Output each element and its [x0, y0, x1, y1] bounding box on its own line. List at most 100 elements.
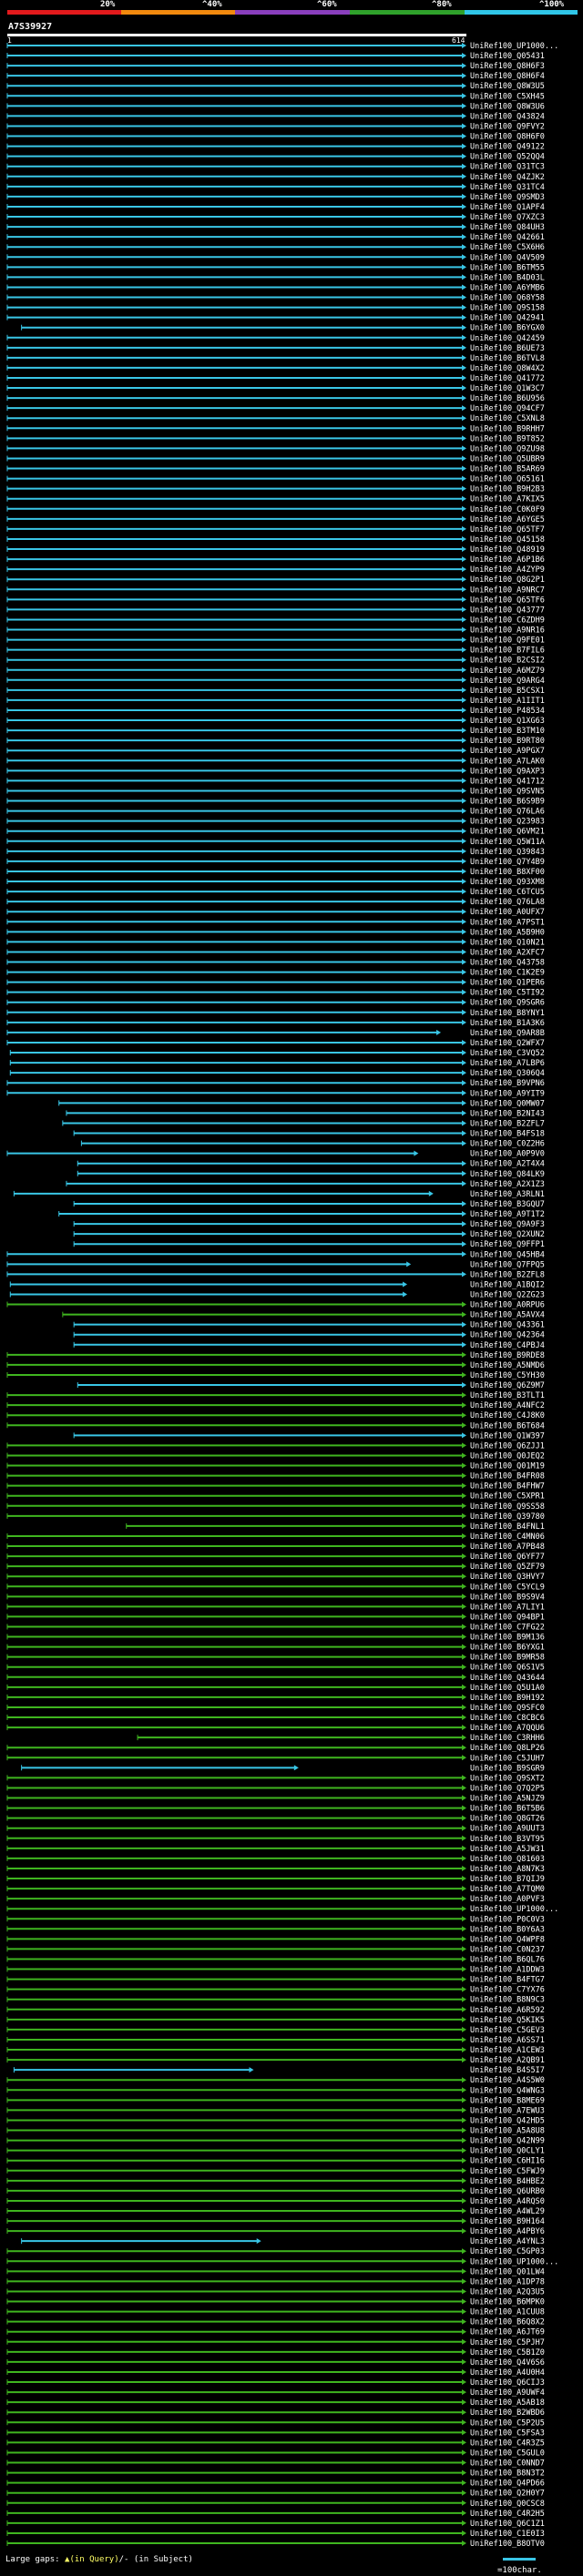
hit-label[interactable]: UniRef100_B4FR08 [470, 1472, 545, 1481]
hit-row[interactable]: UniRef100_C4MN06 [6, 1532, 545, 1542]
hit-label[interactable]: UniRef100_Q42364 [470, 1331, 545, 1340]
hit-label[interactable]: UniRef100_A5AB18 [470, 2398, 545, 2408]
hit-row[interactable]: UniRef100_C8CBC6 [6, 1714, 545, 1723]
hit-row[interactable]: UniRef100_A0RPU6 [6, 1301, 545, 1310]
hit-label[interactable]: UniRef100_C0N237 [470, 1945, 545, 1954]
hit-row[interactable]: UniRef100_Q45HB4 [6, 1250, 545, 1259]
hit-label[interactable]: UniRef100_B8XF00 [470, 868, 545, 877]
hit-label[interactable]: UniRef100_B6U956 [470, 394, 545, 403]
hit-row[interactable]: UniRef100_B6TVL8 [6, 354, 545, 363]
hit-row[interactable]: UniRef100_Q8LP26 [6, 1744, 545, 1753]
hit-label[interactable]: UniRef100_C6TCU5 [470, 888, 545, 897]
hit-row[interactable]: UniRef100_C5XNL8 [6, 414, 545, 423]
hit-label[interactable]: UniRef100_Q9A9F3 [470, 1220, 545, 1229]
hit-label[interactable]: UniRef100_Q76LA6 [470, 808, 545, 817]
hit-label[interactable]: UniRef100_A9NRC7 [470, 585, 545, 595]
hit-row[interactable]: UniRef100_B9MR58 [6, 1654, 545, 1663]
hit-row[interactable]: UniRef100_A6MZ79 [6, 667, 545, 676]
hit-label[interactable]: UniRef100_Q8W3U5 [470, 82, 545, 91]
hit-label[interactable]: UniRef100_A1CUU8 [470, 2308, 545, 2317]
hit-row[interactable]: UniRef100_Q41712 [6, 777, 545, 786]
hit-row[interactable]: UniRef100_A4NFC2 [6, 1401, 545, 1410]
hit-row[interactable]: UniRef100_B6UE73 [6, 344, 545, 353]
hit-row[interactable]: UniRef100_A4YNL3 [21, 2237, 545, 2246]
hit-label[interactable]: UniRef100_B7FIL6 [470, 647, 545, 656]
hit-label[interactable]: UniRef100_Q76LA8 [470, 898, 545, 907]
hit-label[interactable]: UniRef100_A6YGE5 [470, 515, 545, 524]
hit-label[interactable]: UniRef100_C5YCL9 [470, 1583, 545, 1592]
hit-row[interactable]: UniRef100_C0K0F9 [6, 505, 545, 514]
hit-label[interactable]: UniRef100_Q01LW4 [470, 2267, 545, 2276]
hit-row[interactable]: UniRef100_Q0MW07 [58, 1099, 545, 1108]
hit-label[interactable]: UniRef100_Q10N21 [470, 938, 545, 947]
hit-row[interactable]: UniRef100_A4WL29 [6, 2207, 545, 2216]
hit-row[interactable]: UniRef100_B6MPK0 [6, 2298, 545, 2307]
hit-label[interactable]: UniRef100_Q81603 [470, 1855, 545, 1864]
hit-label[interactable]: UniRef100_A7EWU3 [470, 2106, 545, 2115]
hit-label[interactable]: UniRef100_C5GUL0 [470, 2449, 545, 2458]
hit-label[interactable]: UniRef100_A7QQU6 [470, 1724, 545, 1733]
hit-row[interactable]: UniRef100_Q6S1V5 [6, 1664, 545, 1673]
hit-row[interactable]: UniRef100_A5AVX4 [62, 1311, 545, 1320]
hit-row[interactable]: UniRef100_Q8H6F4 [6, 72, 545, 81]
hit-label[interactable]: UniRef100_Q7XZC3 [470, 213, 545, 222]
hit-label[interactable]: UniRef100_B9SGR9 [470, 1764, 545, 1773]
hit-row[interactable]: UniRef100_Q9SXT2 [6, 1774, 545, 1783]
hit-row[interactable]: UniRef100_Q23983 [6, 818, 545, 827]
hit-row[interactable]: UniRef100_B9T852 [6, 434, 545, 443]
hit-label[interactable]: UniRef100_Q45158 [470, 535, 545, 545]
hit-label[interactable]: UniRef100_B8N3T2 [470, 2469, 545, 2479]
hit-label[interactable]: UniRef100_Q6ZJJ1 [470, 1441, 545, 1451]
hit-label[interactable]: UniRef100_B6T5B6 [470, 1805, 545, 1814]
hit-row[interactable]: UniRef100_A4PBY6 [6, 2227, 545, 2236]
hit-row[interactable]: UniRef100_A1IIT1 [6, 697, 545, 706]
hit-row[interactable]: UniRef100_Q52QQ4 [6, 153, 545, 162]
hit-label[interactable]: UniRef100_C5X6H6 [470, 243, 545, 252]
hit-label[interactable]: UniRef100_Q8GT26 [470, 1815, 545, 1824]
hit-label[interactable]: UniRef100_C5YH30 [470, 1371, 545, 1380]
hit-row[interactable]: UniRef100_C7YX76 [6, 1986, 545, 1995]
hit-row[interactable]: UniRef100_C5FWJ9 [6, 2167, 545, 2176]
hit-label[interactable]: UniRef100_Q6Z9M7 [470, 1381, 545, 1390]
hit-row[interactable]: UniRef100_C5JUH7 [6, 1754, 545, 1763]
hit-label[interactable]: UniRef100_P48534 [470, 707, 545, 716]
hit-row[interactable]: UniRef100_C1E0I3 [6, 2530, 545, 2539]
hit-row[interactable]: UniRef100_B4FNL1 [126, 1522, 545, 1532]
hit-label[interactable]: UniRef100_B8OTV0 [470, 2540, 545, 2549]
hit-row[interactable]: UniRef100_B3VT95 [6, 1835, 545, 1844]
hit-label[interactable]: UniRef100_B2CSI2 [470, 657, 545, 666]
hit-label[interactable]: UniRef100_A5NJZ9 [470, 1795, 545, 1804]
hit-row[interactable]: UniRef100_B4HBE2 [6, 2177, 545, 2186]
hit-row[interactable]: UniRef100_Q6CIJ3 [6, 2378, 545, 2388]
hit-row[interactable]: UniRef100_Q42HD5 [6, 2116, 545, 2125]
hit-label[interactable]: UniRef100_C0K0F9 [470, 505, 545, 514]
hit-row[interactable]: UniRef100_B6Q8X2 [6, 2318, 545, 2327]
hit-row[interactable]: UniRef100_A0UFX7 [6, 908, 545, 917]
hit-label[interactable]: UniRef100_Q2ZG23 [470, 1291, 545, 1300]
hit-label[interactable]: UniRef100_C6ZDH9 [470, 616, 545, 625]
hit-row[interactable]: UniRef100_C0NND7 [6, 2459, 545, 2469]
hit-row[interactable]: UniRef100_B6YGX0 [21, 324, 545, 333]
hit-label[interactable]: UniRef100_A0UFX7 [470, 908, 545, 917]
hit-label[interactable]: UniRef100_B8YNY1 [470, 1009, 545, 1018]
hit-label[interactable]: UniRef100_Q65TF6 [470, 596, 545, 605]
hit-label[interactable]: UniRef100_B6UE73 [470, 344, 545, 353]
hit-label[interactable]: UniRef100_Q42459 [470, 334, 545, 343]
hit-label[interactable]: UniRef100_Q43777 [470, 606, 545, 615]
hit-row[interactable]: UniRef100_B1A3K6 [6, 1019, 545, 1028]
hit-row[interactable]: UniRef100_A1DDW3 [6, 1966, 545, 1975]
hit-label[interactable]: UniRef100_A9YIT9 [470, 1089, 545, 1098]
hit-row[interactable]: UniRef100_C5P2U5 [6, 2418, 545, 2428]
hit-row[interactable]: UniRef100_B2ZFL7 [62, 1119, 545, 1128]
hit-row[interactable]: UniRef100_C7FG22 [6, 1623, 545, 1632]
hit-row[interactable]: UniRef100_B9H192 [6, 1694, 545, 1703]
hit-label[interactable]: UniRef100_B6S9B9 [470, 798, 545, 807]
hit-row[interactable]: UniRef100_A1CUU8 [6, 2308, 545, 2317]
hit-row[interactable]: UniRef100_B8XF00 [6, 868, 545, 877]
hit-label[interactable]: UniRef100_Q4WPF8 [470, 1935, 545, 1944]
hit-row[interactable]: UniRef100_C5GEV3 [6, 2026, 545, 2035]
hit-row[interactable]: UniRef100_P48534 [6, 707, 545, 716]
hit-row[interactable]: UniRef100_C3VQ52 [9, 1049, 545, 1058]
hit-label[interactable]: UniRef100_A0RPU6 [470, 1301, 545, 1310]
hit-row[interactable]: UniRef100_A7LIY1 [6, 1603, 545, 1612]
